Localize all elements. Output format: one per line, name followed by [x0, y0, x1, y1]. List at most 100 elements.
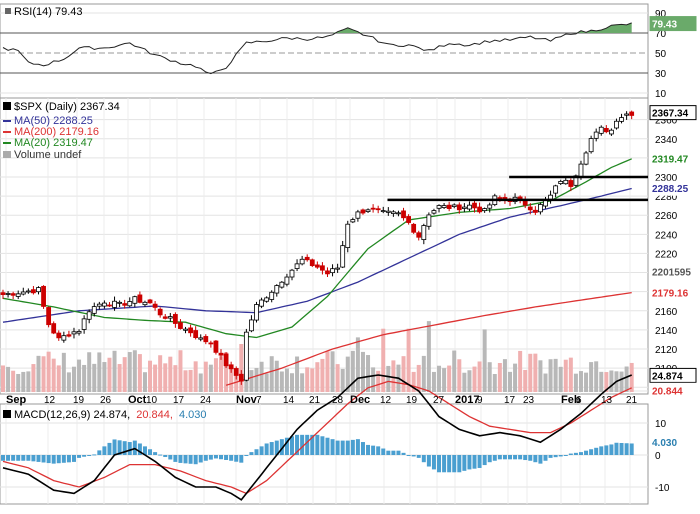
rsi-legend-swatch — [5, 8, 11, 14]
macd-histogram-bar — [183, 455, 188, 464]
volume-bar — [229, 364, 234, 392]
candle-body — [411, 223, 417, 233]
macd-histogram-bar — [71, 455, 76, 462]
volume-bar — [61, 352, 66, 392]
volume-bar — [518, 350, 523, 392]
volume-bar — [533, 353, 538, 392]
candle-body — [330, 268, 335, 274]
x-tick-label: 17 — [504, 395, 516, 406]
macd-histogram-bar — [300, 434, 305, 455]
candle-body — [162, 316, 168, 319]
candle-body — [102, 302, 107, 307]
candle-body — [350, 219, 356, 223]
candle-body — [568, 180, 574, 187]
macd-histogram-bar — [249, 452, 254, 455]
macd-histogram-bar — [437, 455, 442, 473]
volume-bar — [66, 372, 71, 392]
ma50-value-tag: 2288.25 — [652, 184, 689, 195]
rsi-value-tag: 79.43 — [652, 20, 677, 31]
x-tick-label: 13 — [601, 395, 613, 406]
volume-bar — [305, 367, 310, 392]
candle-body — [228, 364, 234, 370]
volume-bar — [548, 359, 553, 392]
macd-histogram-bar — [198, 455, 203, 463]
macd-histogram-bar — [513, 455, 518, 460]
candle-body — [71, 331, 77, 335]
candlesticks — [0, 110, 635, 385]
volume-bar — [528, 353, 533, 392]
candle-body — [487, 204, 493, 209]
candle-body — [76, 331, 82, 334]
macd-histogram-bar — [173, 455, 178, 462]
volume-bar — [624, 366, 629, 392]
volume-bar — [142, 372, 147, 392]
candle-body — [320, 265, 325, 271]
volume-label: Volume undef — [14, 149, 82, 161]
macd-histogram-bar — [127, 442, 132, 455]
volume-bar — [137, 354, 142, 392]
macd-histogram-bar — [117, 440, 122, 455]
macd-histogram-bar — [142, 446, 147, 455]
volume-bar — [112, 350, 117, 392]
rsi-grid — [0, 12, 648, 94]
macd-histogram-bar — [594, 447, 599, 455]
volume-value-tag-box — [649, 264, 697, 280]
macd-histogram-bar — [624, 443, 629, 455]
x-tick-label: 12 — [44, 395, 56, 406]
volume-bar — [573, 373, 578, 392]
volume-bar — [26, 371, 31, 392]
macd-histogram-bar — [203, 455, 208, 461]
macd-histogram-bar — [584, 450, 589, 455]
volume-bar — [148, 360, 153, 392]
candle-body — [51, 323, 57, 334]
candle-body — [122, 303, 128, 306]
candle-body — [25, 290, 31, 293]
macd-histogram-bar — [411, 455, 416, 457]
candle-body — [431, 210, 437, 214]
candle-body — [527, 206, 533, 211]
macd-signal-line — [2, 380, 632, 495]
rsi-line — [2, 22, 632, 75]
candle-body — [274, 285, 280, 294]
volume-bar — [426, 321, 431, 392]
candle-body — [593, 131, 599, 139]
volume-bar — [122, 357, 127, 392]
macd-histogram-bar — [376, 446, 381, 455]
volume-bar — [31, 364, 36, 392]
candle-body — [203, 336, 209, 343]
macd-histogram-bar — [350, 439, 355, 455]
volume-bar — [523, 369, 528, 392]
candle-body — [609, 129, 614, 135]
volume-value-tag: 2201595 — [652, 268, 691, 279]
volume-bar — [163, 363, 168, 392]
volume-bar — [284, 368, 289, 392]
macd-value-tag: 24.874 — [652, 371, 683, 382]
ma50-line — [2, 187, 632, 323]
candle-body — [360, 209, 366, 214]
macd-histogram-bar — [442, 455, 447, 473]
x-tick-label: 17 — [173, 395, 185, 406]
rsi-tick-label: 50 — [655, 49, 667, 60]
candle-body — [563, 179, 569, 185]
volume-bar — [457, 359, 462, 392]
candle-body — [208, 342, 214, 345]
candle-body — [340, 245, 346, 268]
macd-histogram-bar — [31, 455, 36, 462]
candle-body — [20, 291, 26, 295]
candle-body — [233, 368, 239, 376]
rsi-panel — [0, 3, 649, 99]
volume-bar — [219, 356, 224, 392]
macd-histogram-bar — [416, 455, 421, 458]
volume-bar — [584, 372, 589, 392]
macd-histogram-bar — [315, 434, 320, 455]
candle-body — [614, 120, 619, 129]
candle-body — [370, 207, 376, 210]
volume-bar — [487, 362, 492, 392]
macd-histogram-bar — [573, 452, 578, 455]
macd-histogram-bar — [543, 455, 548, 461]
macd-histogram-bar — [46, 455, 51, 464]
volume-bar — [589, 362, 594, 392]
volume-bar — [563, 359, 568, 392]
candle-body — [375, 208, 381, 211]
candle-body — [309, 259, 315, 266]
